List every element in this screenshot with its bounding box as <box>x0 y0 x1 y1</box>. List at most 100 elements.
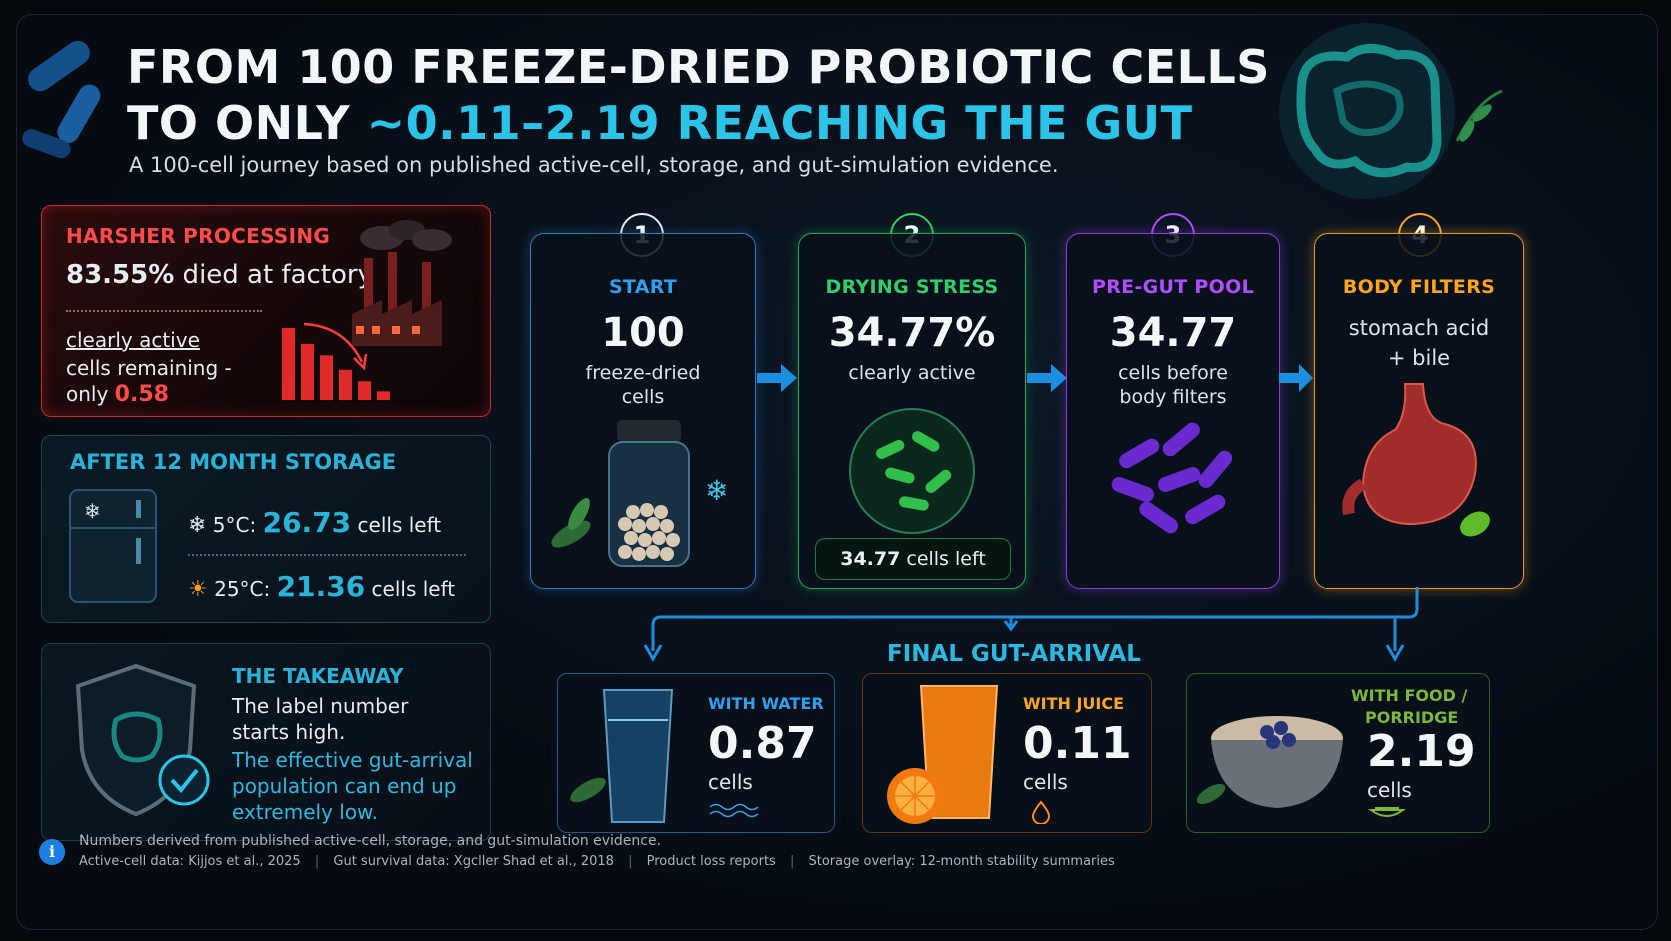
active-line-2: cells remaining - <box>66 356 232 380</box>
storage-value: 21.36 <box>276 570 366 603</box>
svg-text:❄: ❄ <box>705 474 728 507</box>
stomach-icon <box>1342 383 1490 537</box>
step-value: 100 <box>601 310 685 356</box>
storage-heading: AFTER 12 MONTH STORAGE <box>70 450 397 474</box>
step-label: DRYING STRESS <box>825 276 999 298</box>
takeaway-heading: THE TAKEAWAY <box>232 664 404 688</box>
step-4-card: BODY FILTERS stomach acid + bile <box>1314 233 1524 589</box>
step-sub-1: cells before <box>1118 362 1228 384</box>
decline-bar <box>358 381 371 400</box>
fridge-icon: ❄ <box>69 489 157 603</box>
divider <box>66 310 262 312</box>
step-1-card: START 100 freeze-dried cells ❄ <box>530 233 756 589</box>
separator: | <box>628 854 633 869</box>
final-value: 2.19 <box>1367 726 1476 777</box>
takeaway-line-3: The effective gut-arrival <box>232 748 473 772</box>
shield-icon <box>75 663 210 817</box>
harsh-heading: HARSHER PROCESSING <box>66 224 331 248</box>
storage-suffix: cells left <box>357 513 442 537</box>
juice-glass-icon <box>887 685 999 824</box>
arrow-right-icon <box>1279 364 1313 392</box>
active-line-1: clearly active <box>66 328 200 352</box>
final-unit: cells <box>1367 778 1412 802</box>
title-line-2: TO ONLY ~0.11–2.19 REACHING THE GUT <box>127 95 1270 151</box>
decline-bar <box>320 355 333 400</box>
divider <box>188 554 466 556</box>
factory-icon <box>352 220 452 346</box>
storage-suffix: cells left <box>371 577 456 601</box>
final-label: WITH WATER <box>708 694 824 713</box>
active-only-text: only <box>66 382 115 406</box>
infographic-frame: FROM 100 FREEZE-DRIED PROBIOTIC CELLS TO… <box>16 14 1658 930</box>
step-sub-2: cells <box>621 386 665 408</box>
harsh-processing-panel: HARSHER PROCESSING 83.55% died at factor… <box>41 205 491 417</box>
water-card: WITH WATER 0.87 cells <box>557 673 835 833</box>
purple-bacteria-icon <box>1111 422 1233 534</box>
drop-icon <box>1031 800 1051 824</box>
juice-card: WITH JUICE 0.11 cells <box>862 673 1152 833</box>
title-highlight: ~0.11–2.19 REACHING THE GUT <box>366 96 1193 150</box>
final-unit: cells <box>708 770 753 794</box>
final-connector <box>643 587 1419 663</box>
footer-note: Numbers derived from published active-ce… <box>79 833 662 849</box>
svg-text:❄: ❄ <box>84 499 101 523</box>
arrow-right-icon <box>1027 364 1067 392</box>
wave-icon <box>709 803 759 818</box>
storage-panel: AFTER 12 MONTH STORAGE ❄ ❄ 5°C: 26.73 ce… <box>41 435 491 623</box>
separator: | <box>789 854 795 869</box>
sun-icon: ☀ <box>188 577 208 602</box>
cells-left-pill: 34.77 cells left <box>815 538 1011 580</box>
bowl-icon <box>1367 807 1407 817</box>
step-sub-1: stomach acid <box>1348 316 1490 340</box>
intestine-icon <box>1279 23 1503 199</box>
green-bacteria-icon <box>849 408 975 534</box>
footer-sources: Active-cell data: Kijjos et al., 2025 | … <box>79 854 1115 869</box>
source-active-cell: Active-cell data: Kijjos et al., 2025 <box>79 854 301 869</box>
final-value: 0.11 <box>1023 718 1132 769</box>
step-sub-1: clearly active <box>848 362 976 384</box>
storage-value: 26.73 <box>262 506 352 539</box>
factory-death-stat: 83.55% died at factory <box>66 260 373 290</box>
step-sub-2: body filters <box>1119 386 1227 408</box>
source-gut-survival: Gut survival data: Xgcller Shad et al., … <box>333 854 614 869</box>
storage-temp: 5°C: <box>212 513 257 537</box>
takeaway-line-1: The label number <box>232 694 409 718</box>
step-label: PRE-GUT POOL <box>1092 276 1254 298</box>
decline-bar <box>377 391 390 400</box>
title-line-2-prefix: TO ONLY <box>127 96 367 150</box>
pill-text: cells left <box>900 548 986 570</box>
decline-bars <box>282 322 390 400</box>
step-sub-2: + bile <box>1387 346 1451 370</box>
final-label: WITH JUICE <box>1023 694 1125 713</box>
step-value: 34.77% <box>828 310 996 356</box>
takeaway-line-4: population can end up <box>232 774 457 798</box>
active-remaining-value: 0.58 <box>114 382 169 407</box>
takeaway-panel: THE TAKEAWAY The label number starts hig… <box>41 643 491 841</box>
step-sub-1: freeze-dried <box>585 362 701 384</box>
final-label-line-2: PORRIDGE <box>1365 708 1459 727</box>
step-label: BODY FILTERS <box>1342 276 1496 298</box>
water-glass-icon <box>570 689 674 823</box>
final-title: FINAL GUT-ARRIVAL <box>887 641 1141 667</box>
takeaway-line-5: extremely low. <box>232 800 378 824</box>
capsule-jar-icon: ❄ <box>551 420 728 567</box>
active-line-3: only 0.58 <box>66 382 169 407</box>
decline-arrowhead <box>353 353 368 371</box>
storage-temp: 25°C: <box>214 577 271 601</box>
decline-bar <box>301 343 314 400</box>
storage-row-warm: ☀ 25°C: 21.36 cells left <box>188 570 455 603</box>
step-2-card: DRYING STRESS 34.77% clearly active 34.7… <box>798 233 1026 589</box>
decline-bar <box>282 328 295 400</box>
bacteria-icon <box>22 40 101 159</box>
step-value: 34.77 <box>1109 310 1237 356</box>
source-storage: Storage overlay: 12-month stability summ… <box>808 854 1115 869</box>
decline-arrow-icon <box>303 322 364 363</box>
final-value: 0.87 <box>708 718 817 769</box>
step-3-card: PRE-GUT POOL 34.77 cells before body fil… <box>1066 233 1280 589</box>
arrow-right-icon <box>757 364 797 392</box>
storage-row-cold: ❄ 5°C: 26.73 cells left <box>188 506 441 539</box>
final-label-line-1: WITH FOOD / <box>1351 686 1468 705</box>
info-icon[interactable]: i <box>39 839 65 865</box>
pill-value: 34.77 <box>840 548 901 570</box>
separator: | <box>314 854 320 869</box>
